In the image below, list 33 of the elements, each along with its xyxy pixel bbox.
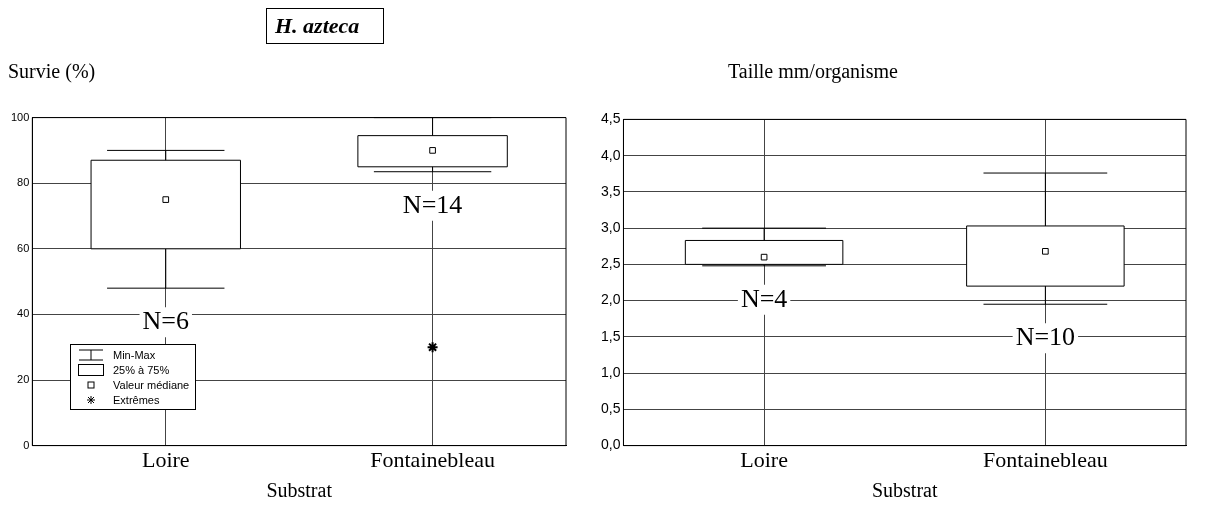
annotation: 25% à 75% [113, 363, 170, 376]
y-tick-label: 4,0 [600, 146, 621, 163]
x-axis-title: Substrat [266, 479, 333, 502]
x-axis-title: Substrat [871, 479, 938, 502]
y-axis-title: Taille mm/organisme [728, 60, 898, 83]
x-tick-label: Fontainebleau [370, 446, 495, 472]
y-tick-label: 100 [10, 110, 30, 123]
y-tick-label: 0,5 [600, 400, 621, 417]
y-tick-label: 3,0 [600, 218, 621, 235]
annotation: N=10 [1015, 322, 1076, 352]
x-tick-label: Fontainebleau [983, 446, 1108, 472]
y-tick-label: 60 [17, 241, 30, 254]
y-tick-label: 40 [17, 307, 30, 320]
annotation: Extrêmes [113, 393, 160, 406]
y-tick-label: 2,5 [600, 255, 621, 272]
y-tick-label: 0 [23, 438, 30, 451]
annotation: N=4 [740, 283, 788, 313]
annotation: N=14 [402, 189, 463, 219]
annotation: N=6 [142, 305, 189, 335]
x-tick-label: Loire [740, 446, 788, 472]
y-tick-label: 4,5 [600, 110, 621, 127]
y-tick-label: 0,0 [600, 436, 621, 453]
y-tick-label: 1,5 [600, 327, 621, 344]
y-tick-label: 1,0 [600, 363, 621, 380]
y-axis-title: Survie (%) [8, 60, 96, 83]
y-tick-label: 3,5 [600, 182, 621, 199]
chart-title: H. azteca [266, 8, 385, 44]
x-tick-label: Loire [141, 446, 190, 472]
y-tick-label: 80 [17, 176, 30, 189]
annotation: Min-Max [113, 348, 156, 361]
y-tick-label: 2,0 [600, 291, 621, 308]
y-tick-label: 20 [17, 373, 30, 386]
annotation: Valeur médiane [113, 378, 190, 391]
